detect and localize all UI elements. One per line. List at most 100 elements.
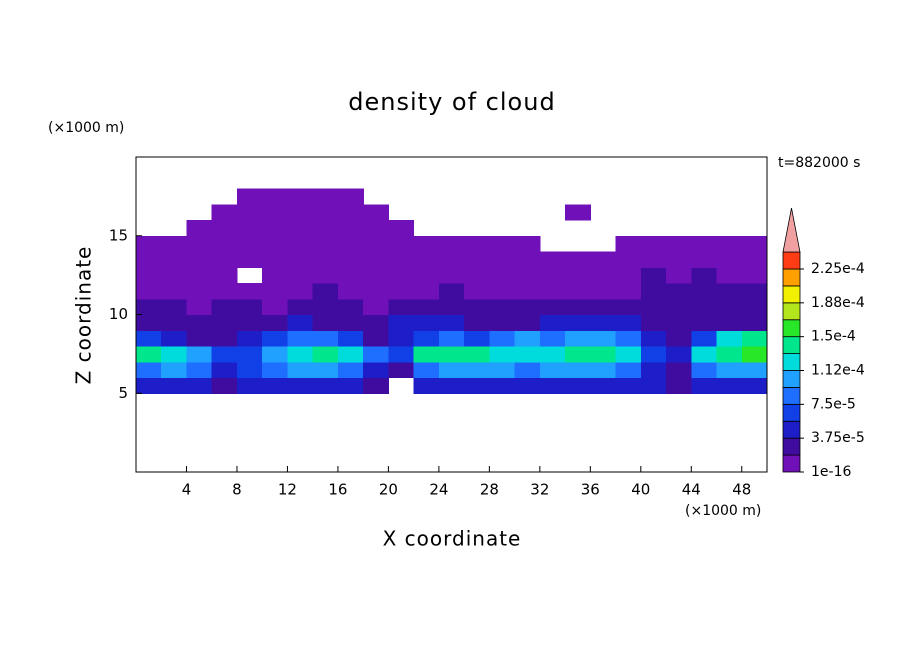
contour-cell — [464, 314, 490, 331]
contour-cell — [640, 377, 667, 394]
contour-cell — [590, 251, 617, 268]
contour-cell — [741, 314, 768, 331]
contour-cell — [186, 267, 213, 284]
contour-cell — [236, 220, 263, 237]
contour-cell — [489, 330, 516, 347]
contour-cell — [262, 188, 289, 205]
contour-cell — [539, 314, 566, 331]
contour-cell — [337, 251, 364, 268]
contour-cell — [262, 298, 289, 316]
contour-cell — [438, 267, 465, 284]
contour-cell — [186, 330, 213, 347]
contour-cell — [741, 298, 768, 316]
colorbar-label: 3.75e-5 — [811, 430, 865, 446]
contour-cell — [565, 251, 591, 268]
time-label: t=882000 s — [778, 155, 860, 171]
contour-cell — [691, 298, 718, 316]
contour-cell — [741, 361, 768, 379]
contour-cell — [514, 361, 541, 379]
contour-cell — [136, 346, 162, 363]
x-tick-label: 44 — [682, 481, 701, 499]
contour-cell — [539, 361, 566, 379]
contour-cell — [464, 235, 490, 253]
contour-cell — [489, 346, 516, 363]
contour-cell — [337, 346, 364, 363]
contour-cell — [716, 283, 743, 300]
contour-cell — [287, 361, 314, 379]
contour-cell — [438, 377, 465, 394]
contour-cell — [287, 251, 314, 268]
contour-cell — [539, 283, 566, 300]
contour-cell — [438, 283, 465, 300]
contour-cell — [514, 377, 541, 394]
x-tick-label: 48 — [732, 481, 751, 499]
contour-cell — [236, 330, 263, 347]
contour-cell — [287, 314, 314, 331]
contour-cell — [464, 251, 490, 268]
colorbar-label: 1e-16 — [811, 464, 851, 480]
contour-cell — [640, 251, 667, 268]
contour-cell — [337, 330, 364, 347]
contour-cell — [464, 298, 490, 316]
contour-cell — [363, 220, 389, 237]
x-tick-label: 36 — [581, 481, 600, 499]
contour-cell — [211, 361, 238, 379]
colorbar-box — [782, 336, 801, 354]
contour-cell — [590, 330, 617, 347]
colorbar-label: 1.88e-4 — [811, 295, 865, 311]
contour-cell — [312, 251, 339, 268]
contour-cell — [236, 314, 263, 331]
contour-cell — [312, 267, 339, 284]
contour-cell — [186, 361, 213, 379]
contour-cell — [186, 283, 213, 300]
contour-cell — [337, 283, 364, 300]
contour-cell — [262, 314, 289, 331]
contour-cell — [388, 283, 415, 300]
contour-cell — [514, 330, 541, 347]
colorbar-label: 1.5e-4 — [811, 329, 856, 345]
contour-cell — [615, 346, 642, 363]
contour-cell — [539, 267, 566, 284]
contour-cell — [388, 314, 415, 331]
contour-cell — [262, 346, 289, 363]
contour-cell — [489, 361, 516, 379]
contour-cell — [590, 298, 617, 316]
contour-cell — [666, 361, 692, 379]
contour-cell — [464, 330, 490, 347]
y-tick-label: 10 — [109, 305, 128, 323]
contour-cell — [565, 283, 591, 300]
y-unit: (×1000 m) — [48, 120, 124, 136]
contour-cell — [666, 346, 692, 363]
contour-cell — [691, 361, 718, 379]
contour-cell — [363, 361, 389, 379]
contour-cell — [312, 204, 339, 221]
contour-cell — [337, 267, 364, 284]
contour-cell — [590, 267, 617, 284]
contour-cell — [236, 251, 263, 268]
contour-cell — [640, 298, 667, 316]
colorbar-box — [782, 302, 801, 321]
contour-cell — [590, 346, 617, 363]
contour-cell — [565, 346, 591, 363]
contour-cell — [539, 377, 566, 394]
contour-cell — [590, 361, 617, 379]
contour-cell — [262, 361, 289, 379]
colorbar-label: 7.5e-5 — [811, 396, 856, 412]
contour-cell — [287, 188, 314, 205]
contour-cell — [464, 361, 490, 379]
contour-cell — [741, 377, 768, 394]
contour-cell — [413, 314, 440, 331]
y-tick-label: 5 — [118, 384, 128, 402]
colorbar-label: 2.25e-4 — [811, 261, 865, 277]
contour-cell — [716, 330, 743, 347]
contour-cell — [666, 314, 692, 331]
contour-cell — [136, 377, 162, 394]
contour-cell — [666, 267, 692, 284]
contour-cell — [161, 235, 188, 253]
contour-cell — [615, 330, 642, 347]
x-tick-label: 16 — [328, 481, 347, 499]
colorbar-box — [782, 251, 801, 270]
contour-cell — [716, 251, 743, 268]
contour-cell — [363, 330, 389, 347]
contour-cell — [640, 361, 667, 379]
